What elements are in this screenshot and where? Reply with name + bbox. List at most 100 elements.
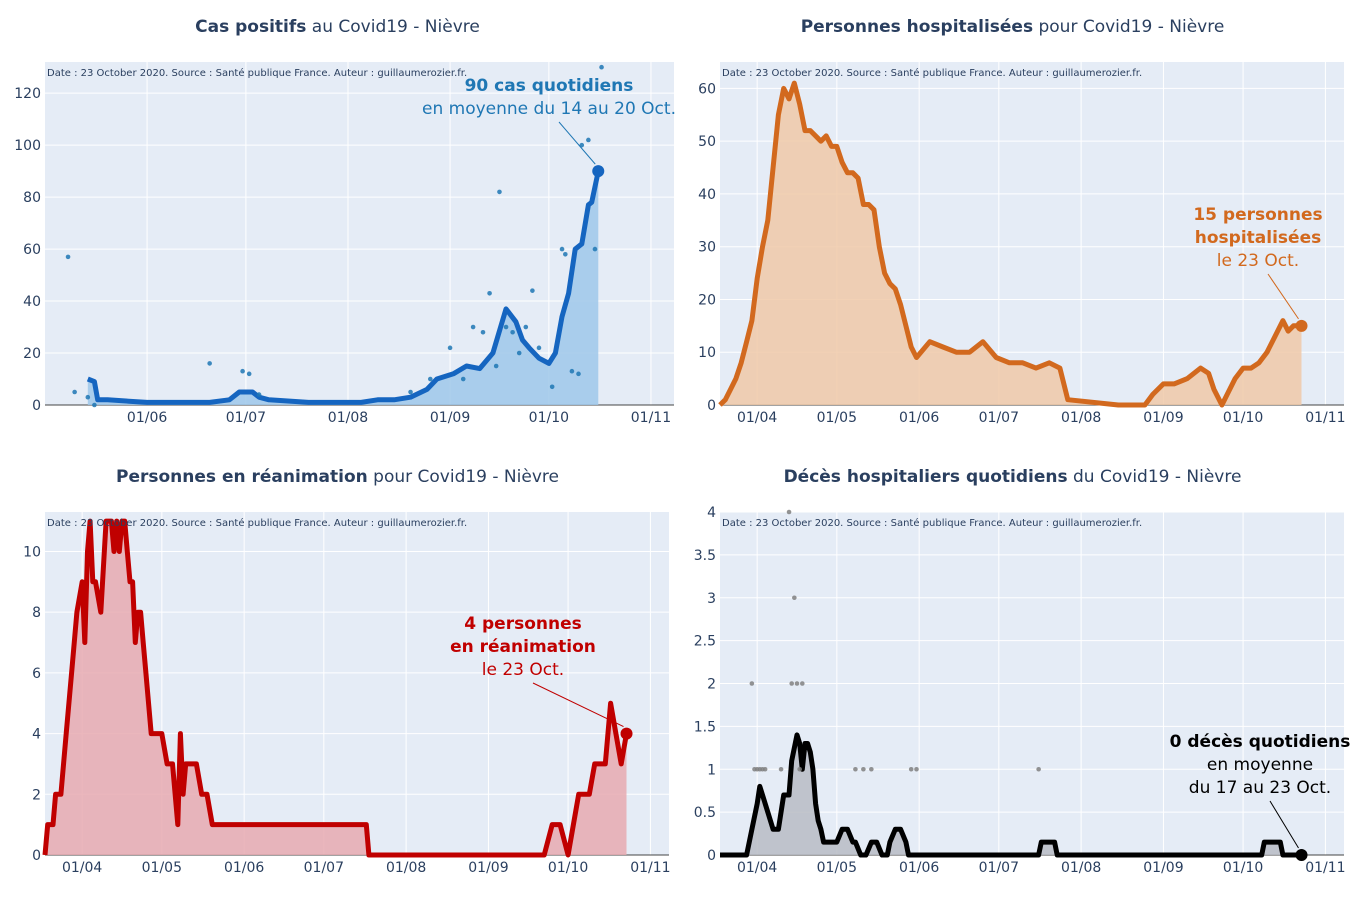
series-area — [720, 734, 1302, 855]
data-point — [480, 329, 486, 335]
x-tick-label: 01/05 — [142, 860, 182, 876]
y-tick-label: 1.5 — [694, 719, 716, 735]
annotation-line: le 23 Oct. — [1217, 251, 1299, 271]
series-line — [720, 732, 1302, 858]
x-tick-label: 01/07 — [226, 410, 266, 426]
data-point — [460, 376, 466, 382]
data-point — [428, 376, 433, 382]
last-value-marker — [1295, 849, 1308, 861]
x-tick-label: 01/10 — [1223, 860, 1263, 876]
y-tick-label: 120 — [14, 86, 41, 102]
data-point — [493, 363, 499, 369]
y-tick-label: 20 — [23, 346, 41, 362]
annotation-line: le 23 Oct. — [482, 660, 564, 680]
source-note: Date : 23 October 2020. Source : Santé p… — [47, 517, 467, 529]
annotation-line: 4 personnes — [464, 614, 581, 634]
y-tick-label: 2 — [707, 677, 716, 693]
source-note: Date : 23 October 2020. Source : Santé p… — [47, 67, 467, 79]
data-point — [246, 371, 252, 377]
y-tick-label: 40 — [698, 187, 716, 203]
data-point — [599, 64, 604, 70]
data-point — [749, 681, 755, 686]
y-tick-label: 1 — [707, 762, 716, 778]
data-point — [65, 254, 71, 260]
data-point — [1036, 766, 1041, 772]
annotation-line: en moyenne du 14 au 20 Oct. — [422, 99, 676, 119]
data-point — [869, 766, 874, 772]
y-tick-label: 50 — [698, 134, 716, 150]
data-point — [789, 681, 794, 686]
y-tick-label: 8 — [32, 605, 41, 621]
chart-title: Personnes en réanimation pour Covid19 - … — [116, 467, 559, 487]
data-point — [447, 345, 453, 351]
y-tick-label: 0 — [707, 398, 716, 414]
y-tick-label: 3 — [707, 591, 716, 607]
x-tick-label: 01/11 — [1305, 410, 1345, 426]
x-tick-label: 01/10 — [529, 410, 569, 426]
data-point — [256, 392, 262, 397]
data-point — [592, 246, 598, 252]
data-point — [563, 251, 568, 257]
panel-hospitalised: Personnes hospitalisées pour Covid19 - N… — [675, 0, 1350, 450]
annotation-arrow — [1267, 273, 1299, 320]
source-note: Date : 23 October 2020. Source : Santé p… — [722, 517, 1142, 529]
series-line — [718, 80, 1302, 408]
annotation-line: 90 cas quotidiens — [465, 76, 634, 96]
y-tick-label: 0 — [707, 848, 716, 864]
chart-title: Personnes hospitalisées pour Covid19 - N… — [800, 17, 1225, 37]
data-point — [762, 766, 768, 772]
y-tick-label: 100 — [14, 138, 41, 154]
annotation-line: hospitalisées — [1195, 228, 1321, 248]
data-point — [503, 324, 509, 330]
y-tick-label: 30 — [698, 240, 716, 256]
x-tick-label: 01/04 — [62, 860, 102, 876]
panel-deaths: Décès hospitaliers quotidiens du Covid19… — [675, 450, 1350, 900]
x-tick-label: 01/08 — [386, 860, 426, 876]
data-point — [530, 288, 535, 293]
x-tick-label: 01/09 — [430, 410, 470, 426]
y-tick-label: 10 — [698, 345, 716, 361]
data-point — [797, 766, 802, 772]
x-tick-label: 01/08 — [328, 410, 368, 426]
data-point — [908, 766, 914, 772]
data-point — [800, 681, 805, 686]
data-point — [559, 246, 565, 252]
series-area — [45, 521, 627, 855]
x-tick-label: 01/11 — [631, 410, 671, 426]
annotation-line: du 17 au 23 Oct. — [1189, 778, 1331, 798]
x-tick-label: 01/07 — [979, 860, 1019, 876]
annotation-line: 15 personnes — [1193, 205, 1322, 225]
y-tick-label: 2.5 — [694, 634, 716, 650]
panel-cases: Cas positifs au Covid19 - Nièvre 0 20 40 60… — [0, 0, 676, 450]
data-point — [586, 137, 591, 143]
x-tick-label: 01/06 — [899, 410, 939, 426]
x-tick-label: 01/06 — [224, 860, 264, 876]
data-point — [497, 189, 502, 195]
data-point — [408, 389, 413, 395]
data-point — [569, 368, 575, 374]
annotation-line: 0 décès quotidiens — [1170, 732, 1350, 752]
data-point — [510, 329, 515, 335]
x-tick-label: 01/09 — [1143, 860, 1183, 876]
data-point — [792, 595, 797, 601]
annotation-arrow — [1269, 800, 1299, 849]
data-point — [786, 509, 792, 515]
x-tick-label: 01/07 — [304, 860, 344, 876]
y-tick-label: 10 — [23, 544, 41, 560]
x-tick-label: 01/04 — [737, 410, 777, 426]
x-tick-label: 01/10 — [548, 860, 588, 876]
data-point — [470, 324, 476, 330]
data-point — [794, 681, 800, 686]
hospitalised-chart: 0 10 20 30 40 50 60 01/04 01/05 01/06 01/07 01/08 01… — [698, 62, 1346, 426]
data-point — [240, 368, 245, 374]
data-point — [853, 766, 858, 772]
x-tick-label: 01/06 — [899, 860, 939, 876]
y-tick-label: 0 — [32, 848, 41, 864]
data-point — [549, 384, 555, 390]
y-tick-label: 20 — [698, 292, 716, 308]
series-area — [720, 83, 1302, 405]
x-tick-label: 01/11 — [630, 860, 670, 876]
deaths-chart: 0 0.5 1 1.5 2 2.5 3 3.5 4 01/04 01/05 01/06 01/07 01/… — [694, 505, 1350, 876]
x-tick-label: 01/04 — [737, 860, 777, 876]
series-line — [86, 170, 601, 405]
